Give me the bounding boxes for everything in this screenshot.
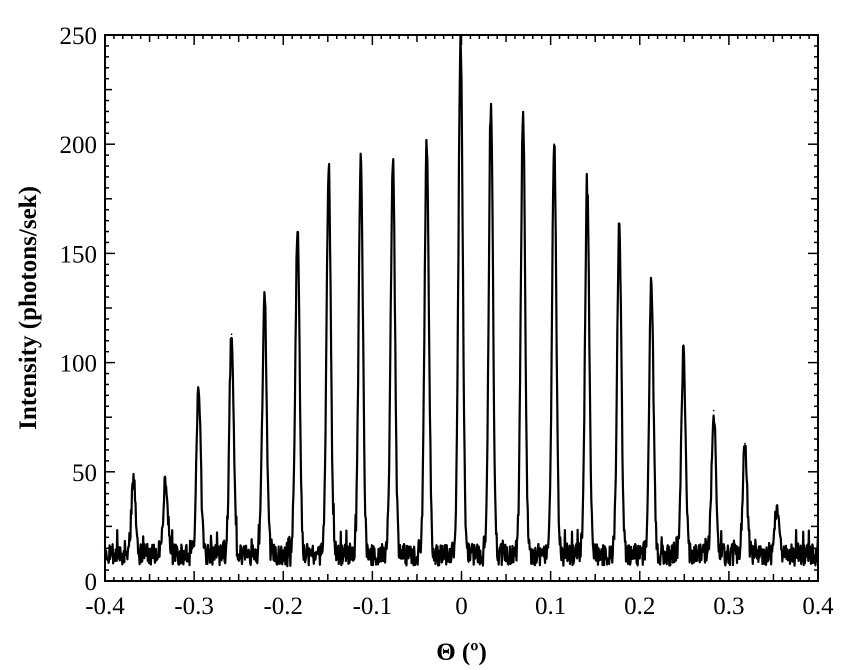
peak-point (776, 505, 778, 508)
x-tick-label: 0.2 (624, 593, 655, 620)
peak-point (132, 481, 135, 484)
x-tick-label: -0.3 (174, 593, 214, 620)
x-tick-label: -0.2 (263, 593, 303, 620)
x-tick-label: 0.3 (713, 593, 744, 620)
x-tick-label: 0.4 (802, 593, 834, 620)
peak-point (712, 409, 715, 412)
peak-point (586, 187, 588, 189)
peak-point (618, 232, 621, 235)
tick-labels-layer: -0.4 -0.3 -0.2 -0.1 0 0.1 0.2 0.3 0.4 0 50 100 150 20… (60, 23, 835, 620)
y-tick-label: 150 (60, 241, 98, 268)
peak-point (650, 283, 653, 285)
y-axis-label: Intensity (photons/sek) (15, 186, 42, 430)
y-tick-label: 200 (60, 132, 98, 159)
x-tick-label: 0 (455, 593, 468, 620)
peak-point (327, 167, 330, 170)
series-layer (103, 34, 820, 568)
peak-point (164, 477, 167, 480)
y-tick-label: 250 (60, 23, 98, 50)
peak-point (296, 230, 299, 233)
peak-point (553, 143, 555, 145)
peak-point (197, 388, 200, 390)
peak-point (490, 112, 492, 115)
ticks-layer (104, 34, 819, 582)
peak-point (359, 160, 362, 163)
intensity-series-line (103, 34, 820, 568)
peak-point (425, 139, 428, 141)
peak-point (263, 294, 266, 296)
peak-point (744, 442, 746, 445)
x-tick-label: -0.4 (85, 593, 125, 620)
peak-point (230, 333, 233, 336)
y-tick-label: 50 (72, 460, 97, 487)
peak-point (392, 160, 394, 163)
x-axis-label: Θ (º) (436, 639, 487, 666)
peak-point (522, 115, 524, 117)
y-tick-label: 0 (85, 569, 98, 596)
peak-point (682, 353, 685, 355)
x-tick-label: -0.1 (353, 593, 393, 620)
y-tick-label: 100 (60, 351, 98, 378)
x-tick-label: 0.1 (535, 593, 566, 620)
